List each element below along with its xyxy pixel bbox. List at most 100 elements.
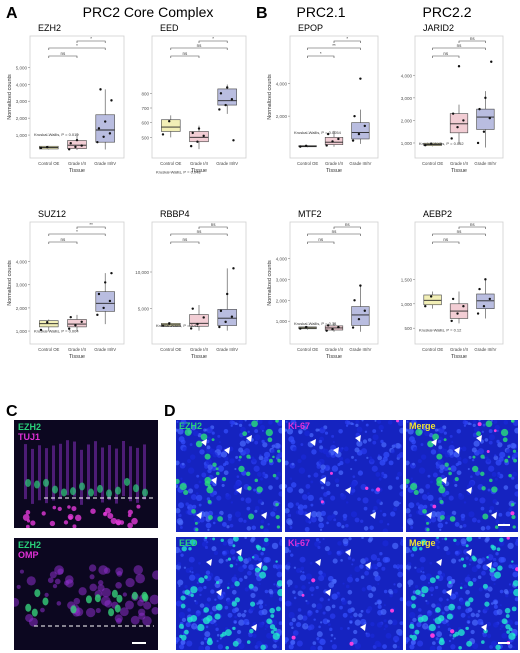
data-point — [75, 138, 79, 142]
stat-label: Kruskal-Wallis, P = 0.019 — [34, 132, 79, 137]
box — [189, 131, 209, 143]
data-point — [304, 144, 308, 148]
box — [324, 137, 344, 145]
micrograph-c-bottom: EZH2 OMP — [14, 538, 158, 650]
data-point — [219, 309, 223, 313]
x-tick-label: Control OE — [160, 161, 181, 166]
scale-bar — [498, 524, 510, 526]
y-tick-label: 4,000 — [276, 82, 288, 87]
significance-label: ns — [443, 51, 449, 56]
micrograph-d-r1-c3: Merge — [406, 420, 518, 532]
data-point — [168, 322, 171, 325]
significance-bracket — [333, 40, 361, 43]
data-point — [478, 287, 481, 291]
data-point — [46, 145, 49, 149]
chart-title: AEBP2 — [423, 209, 452, 219]
significance-label: ns — [61, 237, 67, 242]
label-d-eed: EED — [179, 538, 198, 548]
data-point — [67, 327, 71, 330]
data-point — [230, 315, 234, 318]
data-point — [456, 125, 459, 129]
x-axis-label: Tissue — [69, 168, 85, 174]
x-tick-label: Grade I/II — [450, 161, 468, 166]
significance-bracket — [307, 47, 361, 50]
chart-title: RBBP4 — [160, 209, 190, 219]
header-prc22: PRC2.2 — [422, 4, 471, 20]
data-point — [450, 319, 453, 323]
box — [217, 88, 237, 106]
data-point — [74, 145, 77, 149]
y-tick-label: 4,000 — [16, 260, 28, 265]
y-tick-label: 2,000 — [16, 116, 28, 121]
data-point — [226, 292, 229, 296]
y-tick-label: 2,000 — [276, 298, 288, 303]
x-tick-label: Control OE — [422, 161, 443, 166]
y-tick-label: 3,000 — [16, 99, 28, 104]
data-point — [476, 312, 480, 315]
box — [189, 314, 209, 327]
box — [217, 309, 237, 326]
x-tick-label: Control OE — [38, 347, 59, 352]
data-point — [357, 317, 361, 321]
header-prc21: PRC2.1 — [296, 4, 345, 20]
x-tick-label: Control OE — [38, 161, 59, 166]
y-tick-label: 3,000 — [276, 277, 288, 282]
y-tick-label: 500 — [141, 135, 149, 140]
data-point — [363, 309, 366, 312]
y-tick-label: 1,000 — [401, 302, 413, 307]
data-point — [476, 141, 480, 145]
significance-label: ns — [197, 43, 203, 48]
y-tick-label: 5,000 — [16, 65, 28, 70]
chart-jarid2: JARID2 1,000 2,000 3,000 4,000 Control OE Grad… — [401, 23, 504, 174]
micrograph-d-r2-c1: EED — [176, 537, 282, 650]
stat-label: Kruskal-Wallis, P = 0.052 — [419, 141, 464, 146]
data-point — [424, 144, 427, 147]
data-point — [80, 320, 83, 323]
x-axis-label: Tissue — [69, 354, 85, 360]
data-point — [189, 327, 193, 330]
label-ezh2: EZH2 — [18, 422, 42, 432]
micrograph-d-r1-c1: EZH2 — [176, 420, 282, 532]
y-tick-label: 5,000 — [138, 307, 150, 312]
box — [95, 114, 115, 143]
data-point — [359, 77, 362, 80]
micrograph-c-top: EZH2 TUJ1 — [14, 420, 158, 528]
significance-bracket — [48, 47, 106, 50]
data-point — [232, 267, 235, 270]
data-point — [488, 116, 491, 120]
y-tick-label: 3,000 — [401, 96, 413, 101]
y-tick-label: 2,000 — [401, 118, 413, 123]
data-point — [69, 315, 72, 319]
significance-bracket — [307, 55, 335, 58]
significance-bracket — [170, 47, 228, 50]
label-omp: OMP — [18, 550, 39, 560]
x-tick-label: Grade III/IV — [94, 161, 116, 166]
chart-eed: EED 500 600 700 800 Control OE Grade I/II Grade… — [141, 23, 247, 175]
data-point — [462, 119, 465, 122]
chart-title: EED — [160, 23, 179, 33]
data-point — [202, 134, 205, 138]
significance-bracket — [307, 233, 361, 236]
significance-bracket — [48, 233, 106, 236]
box — [476, 108, 495, 130]
significance-label: ns — [183, 51, 189, 56]
significance-label: ns — [332, 229, 338, 234]
data-point — [232, 139, 235, 142]
x-tick-label: Grade I/II — [325, 347, 343, 352]
significance-bracket — [458, 226, 486, 229]
data-point — [482, 305, 486, 308]
significance-label: ns — [183, 237, 189, 242]
label-d-ezh2: EZH2 — [179, 421, 203, 431]
significance-bracket — [333, 226, 361, 229]
significance-label: * — [320, 51, 322, 56]
label-d-ki67-2: Ki-67 — [288, 538, 311, 548]
x-tick-label: Grade I/II — [190, 347, 208, 352]
x-tick-label: Grade III/IV — [216, 161, 238, 166]
data-point — [424, 305, 427, 308]
data-point — [104, 120, 107, 123]
x-tick-label: Control OE — [297, 161, 318, 166]
label-ezh2-2: EZH2 — [18, 540, 42, 550]
y-tick-label: 1,000 — [401, 141, 413, 146]
data-point — [46, 321, 49, 324]
